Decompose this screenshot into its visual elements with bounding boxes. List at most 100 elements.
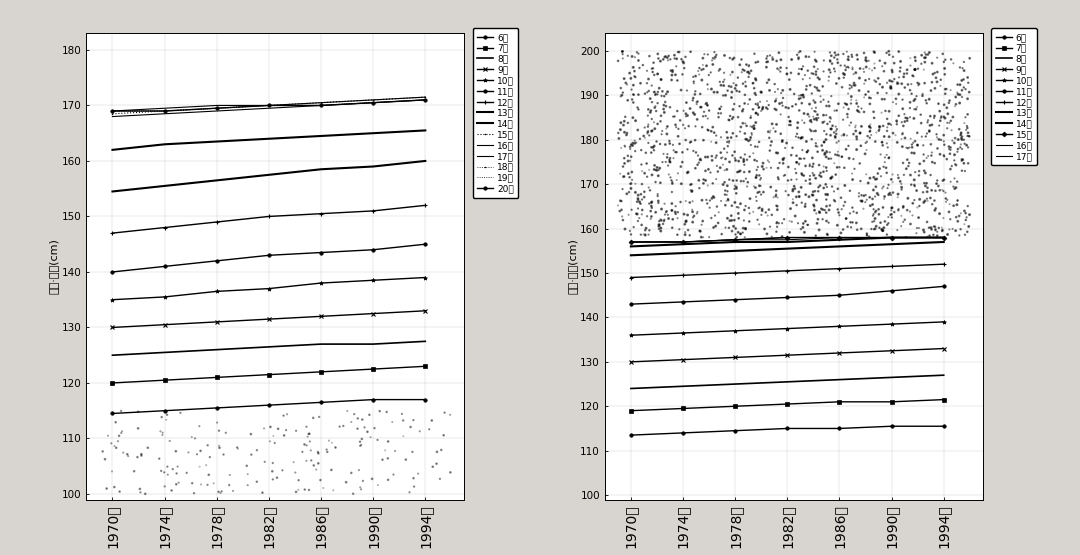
Point [953,129,970,138]
Point [727,230,744,239]
Point [917,53,934,62]
Point [822,131,839,140]
Point [156,482,173,491]
Point [624,63,642,72]
Point [634,166,651,175]
Point [610,134,627,143]
Point [706,53,724,62]
Point [953,209,970,218]
Point [623,52,640,61]
Point [667,148,685,157]
Point [777,170,794,179]
Point [793,134,810,143]
Point [645,64,662,73]
Point [664,66,681,75]
Point [865,217,882,226]
Point [632,199,649,208]
Point [808,83,825,92]
Point [774,86,792,95]
Point [879,123,896,132]
Point [705,128,723,137]
Point [296,440,313,449]
Point [858,63,875,72]
Point [747,183,765,192]
Point [737,119,754,128]
Point [828,55,846,64]
Point [746,89,764,98]
Point [691,226,708,235]
Point [735,176,753,185]
Point [758,63,775,72]
Point [698,195,715,204]
Point [630,56,647,65]
Point [354,477,372,486]
Point [855,48,873,57]
Point [878,168,895,177]
Point [740,100,757,109]
Point [890,89,907,98]
Point [666,148,684,157]
Point [742,140,759,149]
Point [699,125,716,134]
Point [184,479,201,488]
Point [312,476,329,485]
Point [700,165,717,174]
Point [660,161,677,170]
Point [836,61,853,70]
Point [795,90,812,99]
Point [935,113,953,122]
Point [835,115,852,124]
Point [429,447,446,456]
Point [860,56,877,65]
Point [882,84,900,93]
Point [677,112,694,121]
Point [191,462,208,471]
Point [793,91,810,100]
Point [656,100,673,109]
Point [863,130,880,139]
Point [815,184,833,193]
Point [866,64,883,73]
Point [877,107,894,115]
Point [637,231,654,240]
Point [842,223,860,232]
Point [941,142,958,151]
Point [362,433,379,442]
Point [740,67,757,76]
Point [393,410,410,418]
Point [894,128,912,137]
Point [718,181,735,190]
Point [791,69,808,78]
Point [823,92,840,100]
Point [672,162,689,171]
Point [906,65,923,74]
Point [661,137,678,145]
Point [850,102,867,111]
Point [719,86,737,95]
Point [737,224,754,233]
Point [621,142,638,151]
Point [747,108,765,117]
Point [748,157,766,165]
Point [778,64,795,73]
Point [742,133,759,142]
Point [860,179,877,188]
Point [747,99,765,108]
Point [906,175,923,184]
Point [837,214,854,223]
Point [913,51,930,60]
Point [923,200,941,209]
Point [716,144,733,153]
Point [876,192,893,201]
Point [875,182,892,191]
Point [640,183,658,192]
Point [957,215,974,224]
Point [858,170,875,179]
Point [941,118,958,127]
Point [679,168,697,176]
Point [848,99,865,108]
Point [936,56,954,64]
Point [960,132,977,140]
Point [899,69,916,78]
Point [726,99,743,108]
